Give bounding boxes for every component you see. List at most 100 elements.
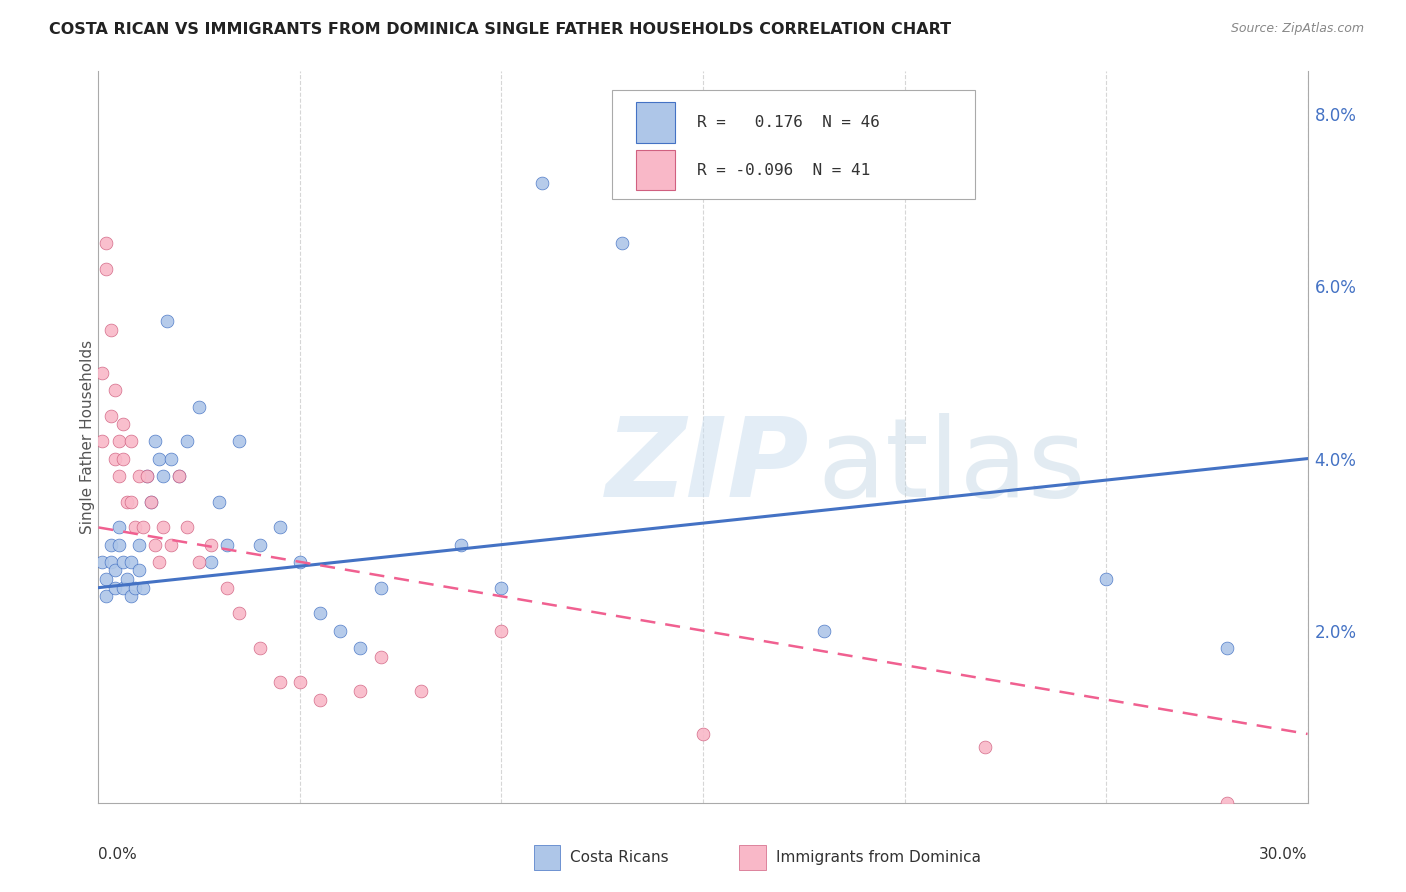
Text: 0.0%: 0.0% [98, 847, 138, 862]
Point [1216, 796, 1239, 810]
Point [309, 607, 332, 621]
Point [288, 555, 311, 569]
Point [107, 538, 129, 552]
Point [100, 555, 122, 569]
Text: Costa Ricans: Costa Ricans [569, 850, 669, 865]
Y-axis label: Single Father Households: Single Father Households [80, 340, 94, 534]
Point [176, 520, 198, 534]
Point [288, 675, 311, 690]
Point [96, 262, 118, 277]
Text: Source: ZipAtlas.com: Source: ZipAtlas.com [1230, 22, 1364, 36]
Point [217, 538, 239, 552]
Point [124, 520, 146, 534]
Point [91, 434, 114, 449]
Point [370, 581, 392, 595]
Point [107, 434, 129, 449]
Point [530, 176, 553, 190]
Point [132, 520, 155, 534]
Point [132, 581, 155, 595]
Point [249, 640, 271, 655]
Point [120, 589, 142, 603]
Point [128, 538, 150, 552]
Point [200, 555, 222, 569]
Point [128, 468, 150, 483]
Point [152, 468, 174, 483]
Point [974, 739, 997, 754]
Point [100, 409, 122, 423]
Point [111, 581, 134, 595]
Text: ZIP: ZIP [606, 413, 810, 520]
Text: atlas: atlas [818, 413, 1087, 520]
Point [148, 451, 170, 466]
Point [124, 581, 146, 595]
Point [111, 555, 134, 569]
Point [96, 236, 118, 251]
Point [103, 383, 125, 397]
Point [100, 322, 122, 336]
Point [491, 581, 513, 595]
Point [143, 434, 166, 449]
Point [228, 607, 250, 621]
Point [450, 538, 472, 552]
Point [103, 581, 125, 595]
Text: R = -0.096  N = 41: R = -0.096 N = 41 [697, 162, 870, 178]
Point [1095, 572, 1118, 586]
Point [96, 572, 118, 586]
Point [370, 649, 392, 664]
Bar [637, 103, 675, 143]
Point [111, 451, 134, 466]
Point [491, 624, 513, 638]
Point [329, 624, 352, 638]
Text: COSTA RICAN VS IMMIGRANTS FROM DOMINICA SINGLE FATHER HOUSEHOLDS CORRELATION CHA: COSTA RICAN VS IMMIGRANTS FROM DOMINICA … [49, 22, 952, 37]
Point [160, 451, 183, 466]
Bar [534, 845, 561, 871]
Point [120, 494, 142, 508]
Point [135, 468, 157, 483]
Point [692, 727, 714, 741]
Point [208, 494, 231, 508]
Bar [637, 150, 675, 190]
Point [139, 494, 162, 508]
Text: 30.0%: 30.0% [1260, 847, 1308, 862]
Point [349, 684, 371, 698]
Point [269, 675, 291, 690]
Point [612, 236, 634, 251]
Point [115, 494, 138, 508]
Point [120, 555, 142, 569]
Point [269, 520, 291, 534]
Point [96, 589, 118, 603]
Point [188, 400, 211, 414]
Point [813, 624, 835, 638]
Point [107, 468, 129, 483]
FancyBboxPatch shape [613, 90, 976, 200]
Point [349, 640, 371, 655]
Point [91, 555, 114, 569]
Text: Immigrants from Dominica: Immigrants from Dominica [776, 850, 980, 865]
Point [228, 434, 250, 449]
Point [115, 572, 138, 586]
Point [135, 468, 157, 483]
Point [111, 417, 134, 432]
Point [143, 538, 166, 552]
Point [409, 684, 432, 698]
Point [156, 314, 179, 328]
Bar [740, 845, 766, 871]
Point [139, 494, 162, 508]
Point [200, 538, 222, 552]
Point [120, 434, 142, 449]
Point [107, 520, 129, 534]
Point [128, 564, 150, 578]
Point [167, 468, 190, 483]
Point [309, 692, 332, 706]
Point [176, 434, 198, 449]
Point [152, 520, 174, 534]
Point [167, 468, 190, 483]
Point [103, 564, 125, 578]
Point [249, 538, 271, 552]
Point [160, 538, 183, 552]
Point [100, 538, 122, 552]
Point [91, 366, 114, 380]
Point [188, 555, 211, 569]
Text: R =   0.176  N = 46: R = 0.176 N = 46 [697, 115, 880, 130]
Point [148, 555, 170, 569]
